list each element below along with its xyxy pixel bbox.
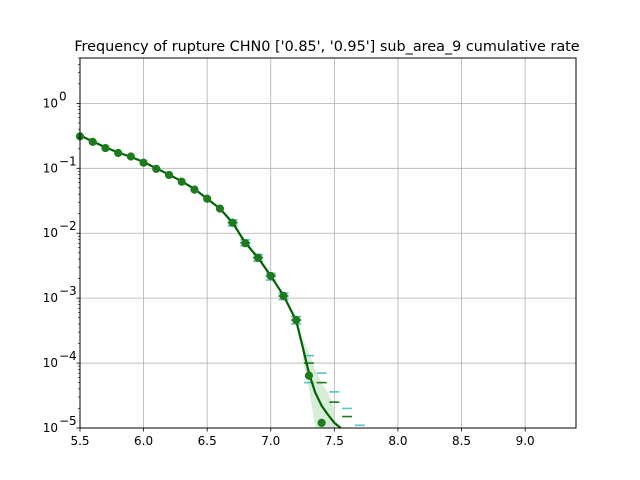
- data-point: [114, 148, 123, 158]
- data-point: [190, 185, 199, 194]
- data-point: [292, 315, 301, 325]
- observed-points: [75, 132, 326, 427]
- y-tick-label: 10: [43, 421, 58, 435]
- y-tick-label: 10: [43, 356, 58, 370]
- data-point: [317, 418, 326, 427]
- data-point: [266, 271, 275, 281]
- chart-title: Frequency of rupture CHN0 ['0.85', '0.95…: [74, 39, 579, 55]
- x-tick-label: 9.0: [516, 434, 535, 448]
- x-tick-label: 7.0: [261, 434, 280, 448]
- data-point: [164, 170, 174, 180]
- axis-ticks: 5.5 6.0 6.5 7.0 7.5 8.0 8.5 9.010−510−410−310−2…: [43, 57, 535, 448]
- data-point: [139, 158, 148, 167]
- x-tick-label: 5.5: [70, 434, 89, 448]
- data-point: [215, 204, 224, 213]
- y-tick-exponent: 0: [59, 89, 67, 103]
- data-point: [241, 239, 250, 248]
- y-tick-label: 10: [43, 291, 58, 305]
- y-tick-exponent: −4: [59, 349, 77, 363]
- y-tick-exponent: −3: [59, 284, 77, 298]
- x-tick-label: 6.0: [134, 434, 153, 448]
- x-tick-label: 8.0: [388, 434, 407, 448]
- data-point: [228, 218, 237, 227]
- y-tick-exponent: −2: [59, 219, 77, 233]
- y-tick-label: 10: [43, 161, 58, 175]
- data-point: [279, 291, 288, 301]
- data-point: [253, 253, 263, 262]
- data-point: [304, 371, 314, 380]
- x-tick-label: 8.5: [452, 434, 471, 448]
- y-tick-label: 10: [43, 96, 58, 110]
- y-tick-label: 10: [43, 226, 58, 240]
- data-point: [88, 137, 97, 147]
- y-tick-exponent: −5: [59, 414, 77, 428]
- data-point: [203, 194, 212, 203]
- y-tick-exponent: −1: [59, 154, 77, 168]
- data-point: [152, 164, 161, 173]
- x-tick-label: 6.5: [198, 434, 217, 448]
- data-point: [177, 177, 186, 186]
- data-point: [126, 152, 135, 161]
- data-point: [101, 143, 110, 153]
- x-tick-label: 7.5: [325, 434, 344, 448]
